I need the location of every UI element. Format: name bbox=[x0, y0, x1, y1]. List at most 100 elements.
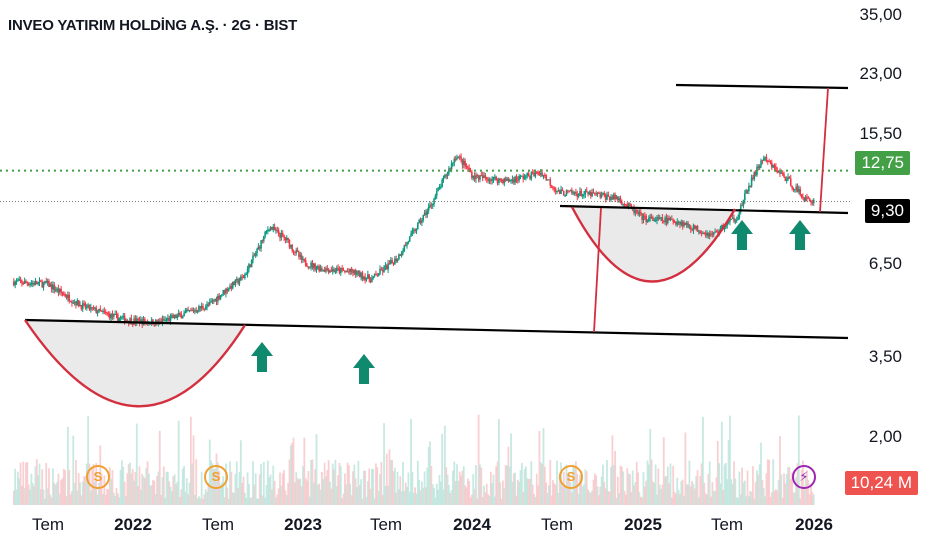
volume-bar bbox=[466, 478, 469, 505]
volume-bar bbox=[318, 483, 321, 505]
volume-bar bbox=[227, 498, 230, 505]
volume-bar bbox=[795, 477, 798, 505]
volume-bar bbox=[360, 479, 362, 505]
volume-bar bbox=[353, 464, 356, 505]
volume-bar bbox=[162, 466, 165, 505]
candle-body bbox=[434, 195, 437, 199]
volume-bar bbox=[562, 471, 565, 505]
volume-bar bbox=[741, 467, 744, 505]
candle-body bbox=[364, 276, 366, 281]
candle-body bbox=[234, 279, 237, 286]
candle-body bbox=[581, 194, 584, 197]
candle-body bbox=[652, 217, 654, 221]
volume-bar bbox=[747, 496, 750, 505]
dividend-badge[interactable]: S bbox=[559, 465, 583, 489]
volume-bar bbox=[331, 463, 334, 505]
volume-bar bbox=[379, 474, 381, 505]
candle-body bbox=[650, 216, 653, 218]
candle-body bbox=[440, 186, 442, 188]
volume-bar bbox=[75, 460, 77, 505]
candle-body bbox=[58, 288, 61, 293]
candle-body bbox=[356, 272, 358, 275]
volume-bar bbox=[14, 468, 17, 505]
candle-body bbox=[19, 279, 22, 281]
candle-body bbox=[295, 250, 298, 253]
candle-body bbox=[113, 314, 115, 317]
volume-bar bbox=[643, 486, 646, 505]
candle-body bbox=[492, 177, 495, 180]
candle-body bbox=[362, 276, 365, 280]
volume-bar bbox=[693, 488, 696, 505]
volume-bar bbox=[38, 463, 41, 505]
candle-body bbox=[30, 283, 33, 285]
candle-body bbox=[57, 288, 60, 293]
candle-body bbox=[227, 289, 230, 292]
volume-bar bbox=[680, 481, 683, 505]
volume-bar bbox=[495, 466, 498, 505]
candle-body bbox=[771, 162, 773, 168]
volume-bar bbox=[302, 466, 304, 505]
dividend-badge[interactable]: S bbox=[204, 465, 228, 489]
candle-body bbox=[719, 227, 722, 231]
candle-body bbox=[241, 276, 243, 278]
volume-bar bbox=[762, 488, 765, 505]
volume-bar bbox=[134, 471, 137, 505]
volume-bar bbox=[179, 496, 181, 505]
volume-bar bbox=[726, 479, 729, 505]
candle-body bbox=[260, 240, 262, 249]
volume-bar bbox=[30, 473, 33, 505]
volume-bar bbox=[510, 433, 512, 505]
candle-body bbox=[272, 226, 275, 230]
candle-body bbox=[25, 280, 27, 283]
candle-body bbox=[765, 156, 768, 161]
volume-bar bbox=[716, 440, 719, 505]
candle-body bbox=[783, 173, 785, 178]
dividend-badge[interactable]: S bbox=[86, 465, 110, 489]
candle-body bbox=[803, 197, 806, 202]
candle-body bbox=[131, 323, 134, 325]
candle-body bbox=[242, 277, 245, 279]
candle-body bbox=[807, 197, 810, 199]
volume-bar bbox=[629, 474, 631, 505]
candle-body bbox=[292, 250, 295, 252]
candle-body bbox=[352, 271, 354, 274]
volume-bar bbox=[607, 491, 610, 505]
volume-bar bbox=[561, 486, 564, 505]
candle-body bbox=[464, 160, 466, 166]
volume-bar bbox=[579, 474, 581, 505]
candle-body bbox=[94, 307, 96, 309]
candle-body bbox=[334, 271, 337, 273]
candle-body bbox=[218, 295, 221, 299]
volume-bar bbox=[558, 473, 561, 505]
volume-bar bbox=[423, 471, 426, 505]
volume-bar bbox=[793, 492, 796, 505]
candle-body bbox=[476, 175, 479, 177]
candle-body bbox=[560, 189, 562, 194]
volume-bar bbox=[677, 489, 680, 505]
volume-bar bbox=[222, 476, 225, 505]
candle-body bbox=[748, 185, 750, 192]
volume-bar bbox=[515, 495, 518, 505]
candle-body bbox=[571, 189, 573, 194]
volume-bar bbox=[19, 462, 22, 505]
volume-bar bbox=[799, 498, 802, 505]
price-tick-23: 23,00 bbox=[859, 64, 902, 83]
volume-bar bbox=[130, 473, 133, 505]
candle-body bbox=[530, 172, 533, 179]
volume-bar bbox=[15, 489, 18, 505]
volume-bar bbox=[372, 468, 375, 505]
candle-body bbox=[641, 213, 643, 221]
volume-bar bbox=[315, 434, 318, 505]
candle-body bbox=[402, 251, 404, 254]
candle-body bbox=[184, 311, 187, 314]
candle-body bbox=[591, 192, 593, 197]
candle-body bbox=[133, 318, 135, 325]
candle-body bbox=[187, 309, 189, 312]
volume-bar bbox=[362, 470, 365, 505]
lightning-icon[interactable]: ⚡ bbox=[792, 465, 816, 489]
volume-bar bbox=[616, 476, 619, 505]
candle-body bbox=[776, 170, 779, 173]
volume-bar bbox=[403, 490, 406, 505]
volume-bar bbox=[399, 476, 402, 505]
